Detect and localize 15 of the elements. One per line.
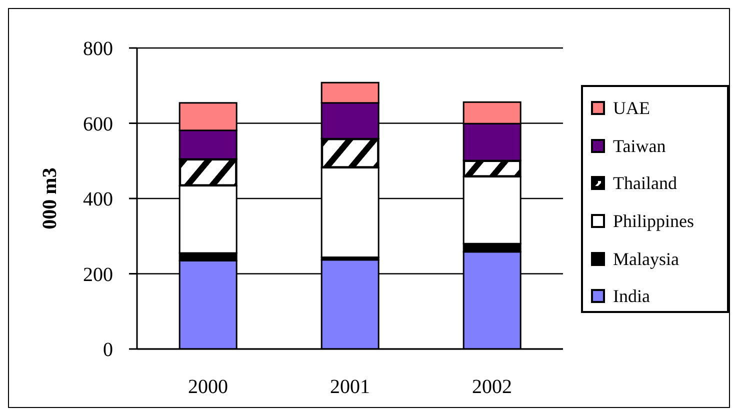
y-tick-label: 600: [83, 113, 113, 136]
legend-label: Thailand: [613, 173, 677, 194]
legend-label: Taiwan: [613, 136, 666, 156]
x-tick-label: 2000: [188, 376, 228, 398]
legend-label: Malaysia: [613, 248, 679, 269]
legend-label: India: [613, 286, 650, 306]
y-tick-label: 400: [83, 188, 113, 211]
x-tick-label: 2001: [330, 376, 370, 398]
y-tick-label: 200: [83, 264, 113, 286]
legend-label: Philippines: [613, 210, 694, 231]
y-axis-title: 000 m3: [39, 168, 61, 230]
y-tick-label: 800: [83, 38, 113, 60]
y-tick-label: 0: [103, 339, 113, 362]
legend-label: UAE: [613, 98, 650, 118]
x-tick-label: 2002: [472, 376, 512, 398]
